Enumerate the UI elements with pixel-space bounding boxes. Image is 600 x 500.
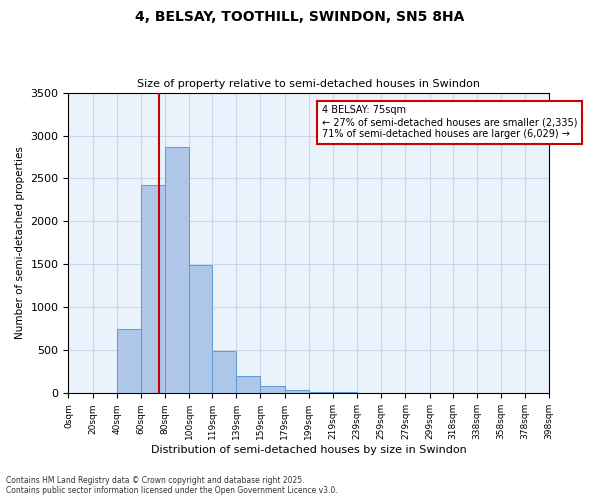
- Bar: [284, 390, 309, 394]
- Bar: [212, 351, 236, 394]
- Text: 4 BELSAY: 75sqm
← 27% of semi-detached houses are smaller (2,335)
71% of semi-de: 4 BELSAY: 75sqm ← 27% of semi-detached h…: [322, 106, 578, 138]
- Text: Contains HM Land Registry data © Crown copyright and database right 2025.
Contai: Contains HM Land Registry data © Crown c…: [6, 476, 338, 495]
- Bar: [141, 186, 165, 394]
- Y-axis label: Number of semi-detached properties: Number of semi-detached properties: [15, 146, 25, 340]
- Bar: [333, 392, 357, 394]
- Text: 4, BELSAY, TOOTHILL, SWINDON, SN5 8HA: 4, BELSAY, TOOTHILL, SWINDON, SN5 8HA: [136, 10, 464, 24]
- Bar: [260, 386, 284, 394]
- Bar: [309, 392, 333, 394]
- Title: Size of property relative to semi-detached houses in Swindon: Size of property relative to semi-detach…: [137, 79, 480, 89]
- X-axis label: Distribution of semi-detached houses by size in Swindon: Distribution of semi-detached houses by …: [151, 445, 467, 455]
- Bar: [165, 146, 189, 394]
- Bar: [236, 376, 260, 394]
- Bar: [117, 329, 141, 394]
- Bar: [189, 266, 212, 394]
